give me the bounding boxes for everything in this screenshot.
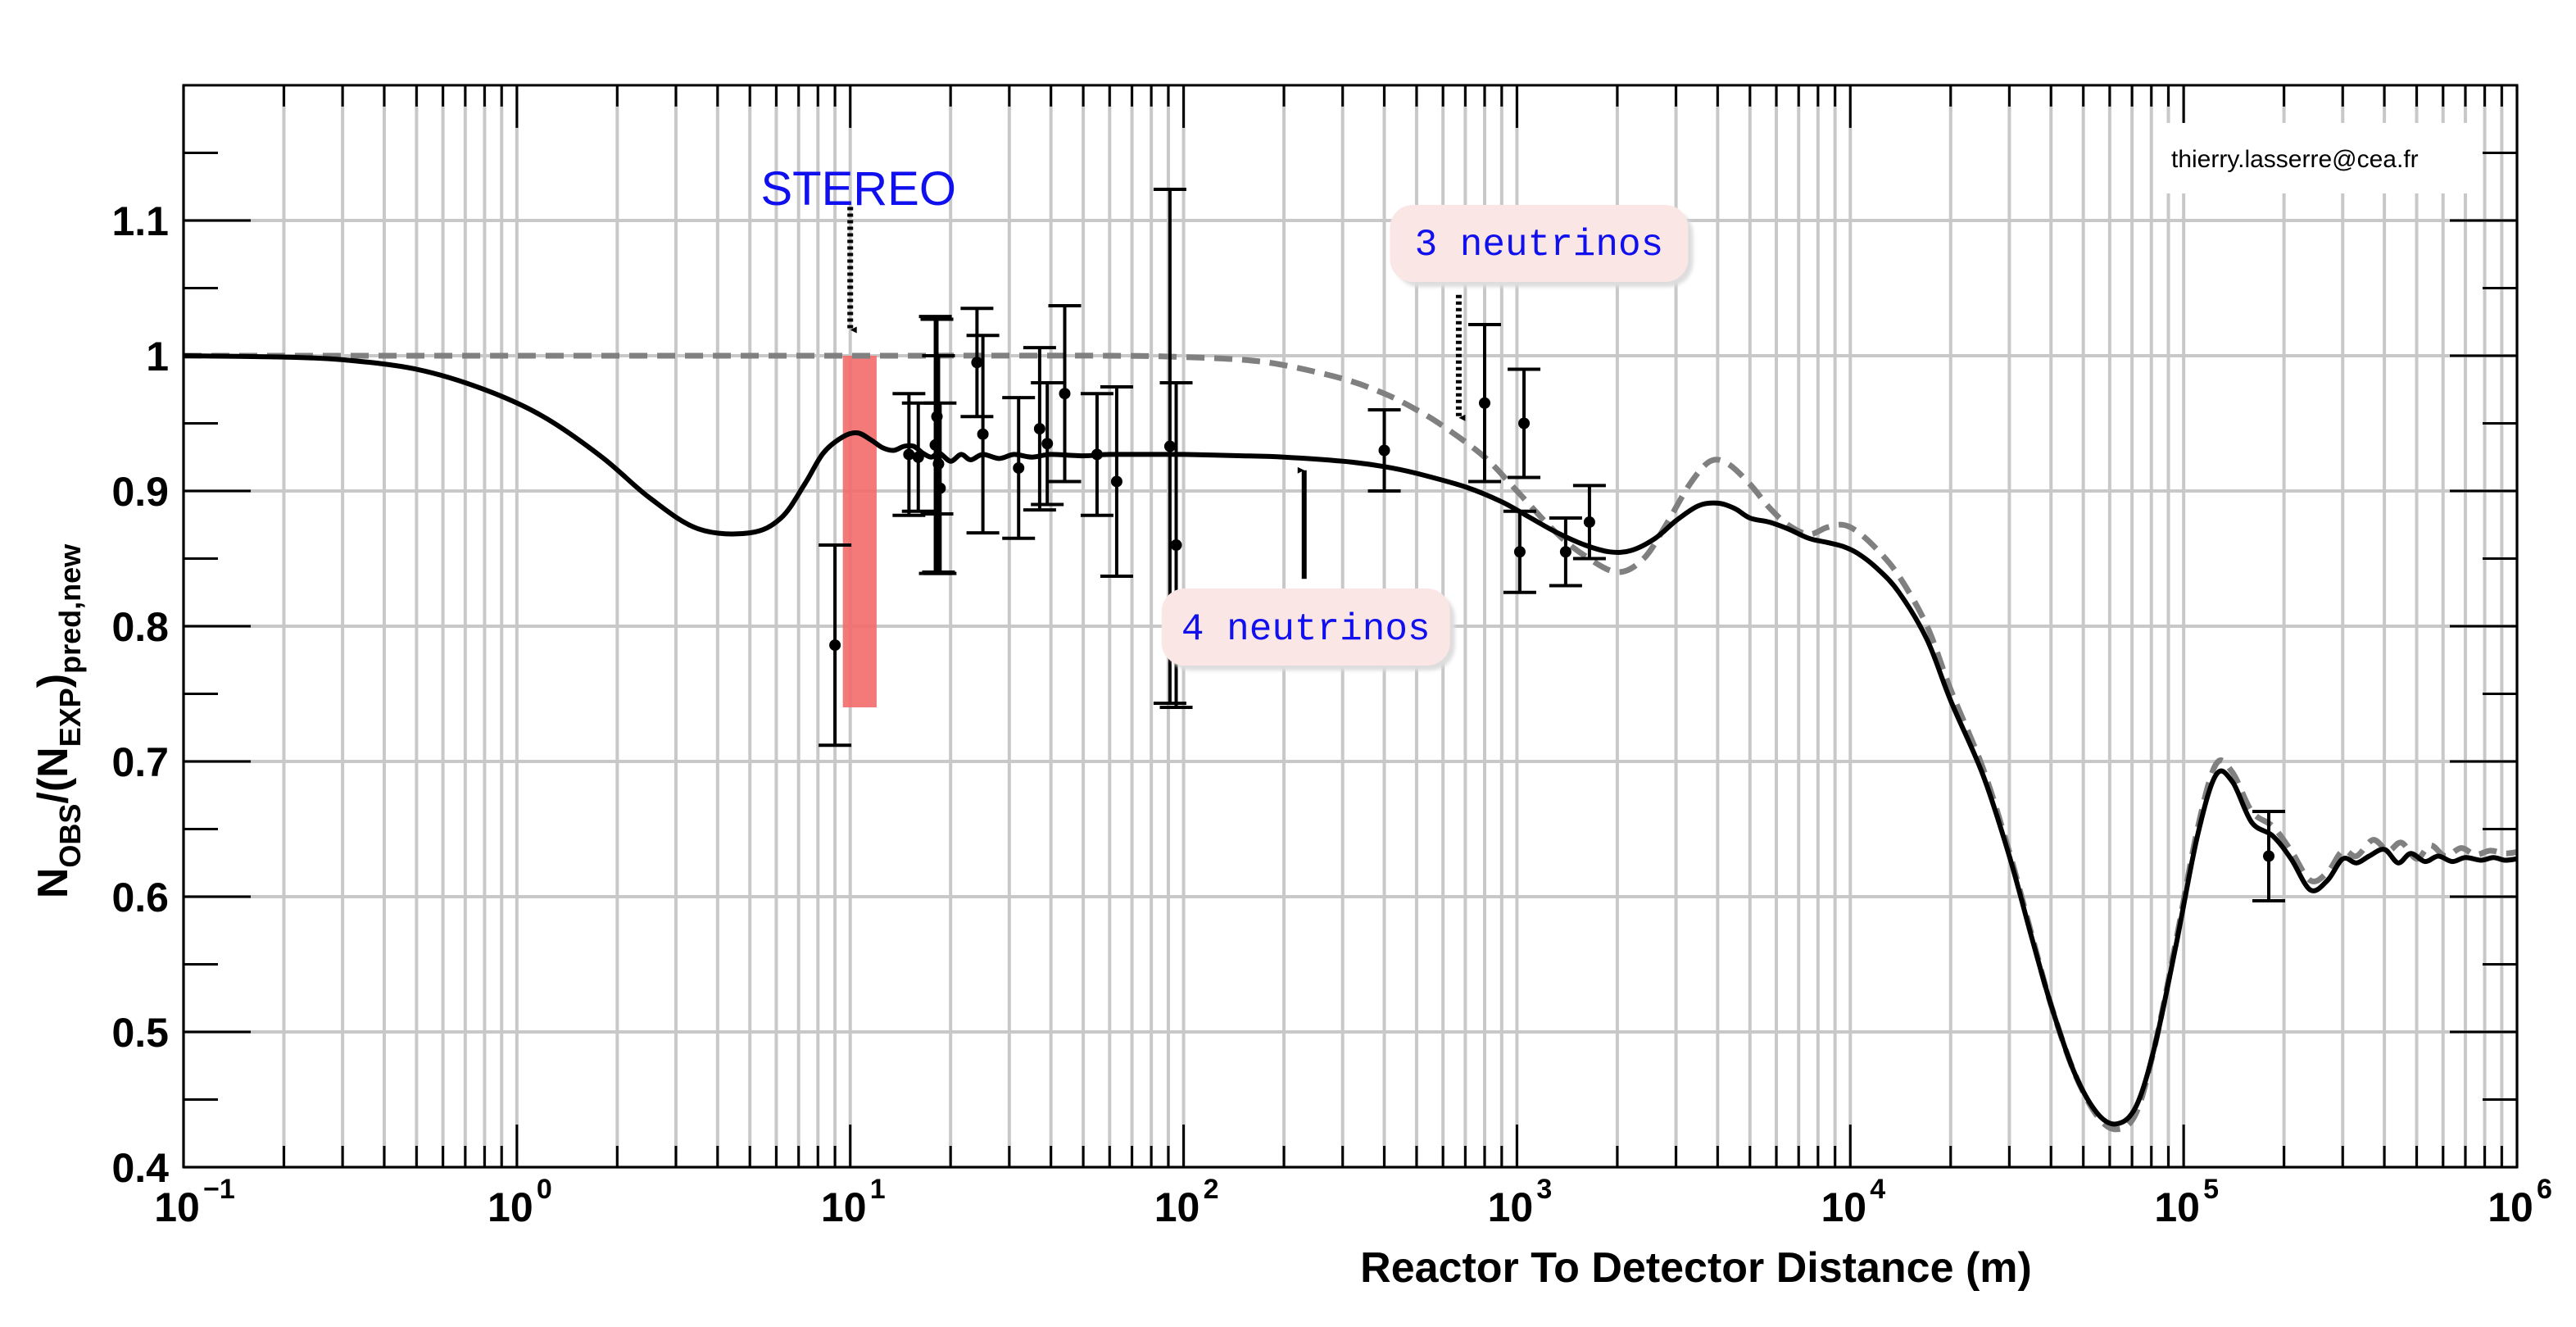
data-point	[2252, 810, 2286, 902]
svg-text:NOBS/(NEXP)pred,new: NOBS/(NEXP)pred,new	[29, 543, 87, 898]
data-point	[1048, 303, 1082, 484]
y-tick-label: 0.9	[111, 469, 169, 515]
y-tick-label: 0.4	[111, 1145, 169, 1191]
data-point	[923, 401, 957, 575]
x-tick-exponent: −1	[203, 1174, 235, 1205]
data-marker	[1170, 539, 1182, 551]
y-tick-label: 1	[146, 334, 169, 379]
grid	[182, 85, 2519, 1169]
x-tick-exponent: 3	[1536, 1174, 1552, 1205]
x-tick-label: 10	[1488, 1184, 1534, 1230]
annotations: STEREO 3 neutrinos 4 neutrinos	[760, 162, 1694, 670]
data-marker	[2263, 850, 2275, 862]
tick-labels: 0.40.50.60.70.80.911.110 −1 10 0 10 1 10 2 10 3 10…	[111, 198, 2551, 1230]
y-tick-label: 0.8	[111, 604, 169, 650]
x-tick-label: 10	[154, 1184, 200, 1230]
y-tick-label: 0.5	[111, 1010, 169, 1056]
x-tick-label: 10	[2154, 1184, 2200, 1230]
data-point	[1002, 396, 1036, 540]
y-title-obs: OBS	[53, 804, 87, 868]
data-point	[1572, 484, 1606, 561]
data-point	[901, 401, 935, 513]
data-point	[1031, 381, 1064, 507]
data-marker	[971, 357, 983, 369]
x-tick-label: 10	[2488, 1184, 2533, 1230]
data-point	[1367, 408, 1401, 493]
credit-text: thierry.lasserre@cea.fr	[2171, 146, 2419, 173]
data-marker	[1013, 461, 1025, 474]
data-marker	[1479, 397, 1490, 409]
three-neutrinos-label: 3 neutrinos	[1415, 224, 1664, 266]
y-tick-label: 0.7	[111, 739, 169, 785]
y-title-prednew: pred,new	[53, 543, 87, 674]
x-tick-exponent: 2	[1204, 1174, 1219, 1205]
data-marker	[1518, 417, 1531, 429]
data-point	[1508, 367, 1541, 479]
y-title-n2: /(N	[29, 747, 77, 803]
credit-box	[2153, 123, 2483, 193]
x-tick-label: 10	[488, 1184, 533, 1230]
y-title-paren: )	[29, 674, 77, 688]
x-tick-label: 10	[1154, 1184, 1200, 1230]
x-tick-exponent: 0	[537, 1174, 552, 1205]
three-neutrino-curve	[184, 352, 2518, 1133]
data-point	[892, 392, 926, 517]
data-points	[819, 188, 2286, 902]
data-marker	[1059, 388, 1071, 400]
stereo-band	[842, 356, 877, 707]
stereo-label: STEREO	[760, 162, 956, 216]
data-marker	[1110, 475, 1122, 488]
data-point	[1503, 509, 1536, 594]
data-point	[1100, 384, 1133, 578]
three-neutrinos-box	[1390, 205, 1689, 282]
y-tick-label: 0.6	[111, 875, 169, 920]
axis-ticks	[182, 84, 2519, 1169]
data-point	[1023, 346, 1056, 512]
data-marker	[1041, 438, 1054, 450]
data-marker	[829, 639, 841, 652]
x-tick-exponent: 4	[1870, 1174, 1885, 1205]
y-title-n1: N	[29, 868, 77, 899]
curves	[183, 352, 2518, 1133]
data-point	[960, 307, 994, 419]
four-neutrinos-box	[1161, 589, 1450, 666]
data-marker	[1583, 516, 1595, 528]
data-point	[1549, 516, 1582, 588]
data-marker	[977, 428, 989, 440]
data-point	[966, 334, 1000, 535]
data-marker	[1163, 440, 1176, 452]
data-marker	[1033, 423, 1045, 435]
data-marker	[1513, 546, 1526, 558]
data-marker	[903, 448, 915, 461]
x-tick-label: 10	[821, 1184, 867, 1230]
data-marker	[912, 451, 924, 463]
x-tick-exponent: 1	[870, 1174, 886, 1205]
four-neutrino-curve	[183, 353, 2518, 1127]
data-marker	[1091, 448, 1103, 461]
x-tick-exponent: 6	[2537, 1174, 2552, 1205]
y-tick-label: 1.1	[111, 198, 169, 244]
y-title-exp: EXP	[53, 688, 87, 747]
x-tick-exponent: 5	[2203, 1174, 2219, 1205]
data-marker	[1378, 444, 1390, 457]
data-point	[1080, 392, 1113, 517]
data-point	[1468, 323, 1501, 484]
x-tick-label: 10	[1821, 1184, 1866, 1230]
data-marker	[934, 482, 946, 494]
x-axis-title: Reactor To Detector Distance (m)	[1360, 1244, 2032, 1292]
four-neutrinos-label: 4 neutrinos	[1181, 608, 1431, 651]
stereo-band-layer	[842, 356, 877, 707]
y-axis-title: NOBS/(NEXP)pred,new	[29, 543, 87, 898]
data-point	[819, 543, 852, 748]
data-marker	[1559, 546, 1571, 558]
